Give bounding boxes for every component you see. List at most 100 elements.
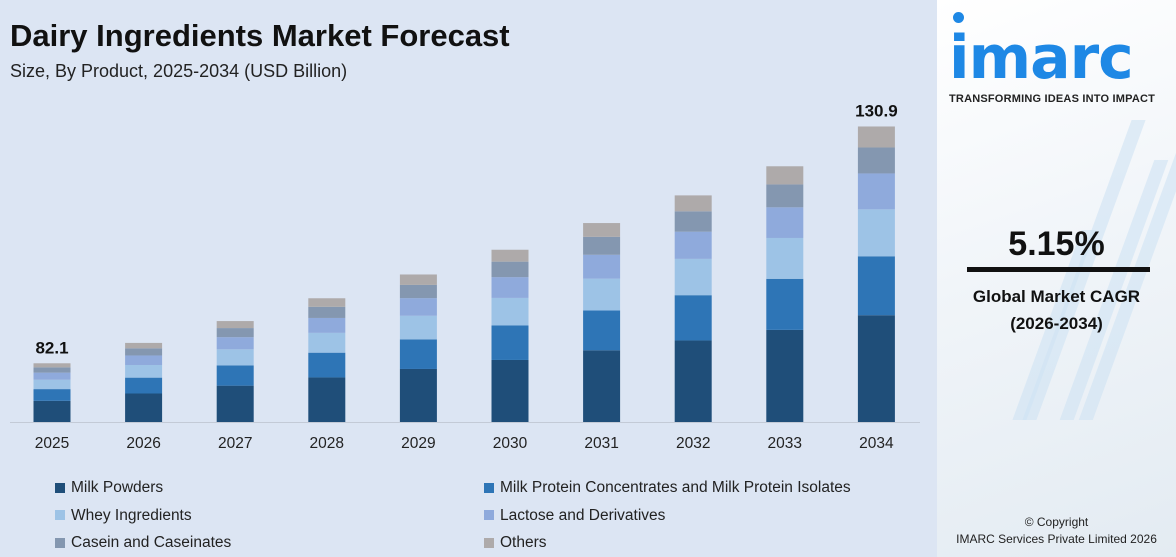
legend-label: Milk Protein Concentrates and Milk Prote… [500,479,851,496]
bar-segment-2028 [308,377,346,422]
copyright-text: © Copyright [1024,515,1089,529]
bar-segment-2032 [674,195,712,212]
cagr-value: 5.15% [1008,225,1105,263]
bar-segment-2026 [125,393,163,422]
logo-tagline: TRANSFORMING IDEAS INTO IMPACT [949,93,1156,105]
x-tick-label: 2029 [401,435,435,452]
legend-swatch [484,510,494,520]
bar-segment-2026 [125,364,163,378]
legend-swatch [55,510,65,520]
bar-segment-2031 [583,310,621,351]
legend-label: Casein and Caseinates [71,534,232,551]
legend-item: Milk Powders [55,478,163,497]
bar-segment-2027 [216,321,254,329]
bar-segment-2034 [857,315,895,422]
sidebar: imarc TRANSFORMING IDEAS INTO IMPACT 5.1… [937,0,1176,557]
bar-segment-2030 [491,261,529,278]
bar-segment-2026 [125,348,163,356]
bar-segment-2033 [766,184,804,208]
x-tick-label: 2034 [859,435,894,452]
legend-swatch [484,537,494,548]
bar-segment-2029 [399,274,437,285]
legend-item: Lactose and Derivatives [484,506,665,525]
bar-segment-2033 [766,166,804,185]
chart-panel: Dairy Ingredients Market Forecast Size, … [10,18,920,552]
bar-segment-2032 [674,258,712,296]
bar-segment-2025 [33,363,71,368]
legend-swatch [484,482,494,493]
bar-segment-2028 [308,317,346,333]
chart-title: Dairy Ingredients Market Forecast [10,18,510,53]
x-tick-label: 2033 [768,435,802,452]
copyright: © Copyright IMARC Services Private Limit… [937,514,1176,548]
bar-segment-2025 [33,400,71,422]
x-tick-label: 2030 [493,435,528,452]
bar-segment-2028 [308,352,346,378]
x-tick-label: 2026 [126,435,160,452]
bar-segment-2034 [857,209,895,257]
legend-label: Milk Powders [71,479,164,496]
bar-segment-2028 [308,306,346,318]
bar-segment-2026 [125,342,163,349]
legend-item: Whey Ingredients [55,506,192,525]
bar-segment-2027 [216,328,254,338]
bar-segment-2031 [583,254,621,279]
x-tick-label: 2032 [676,435,710,452]
x-tick-label: 2031 [584,435,618,452]
bar-segment-2025 [33,379,71,390]
bar-segment-2032 [674,340,712,422]
bar-segment-2025 [33,389,71,401]
bar-segment-2032 [674,211,712,232]
logo-dot [953,12,964,23]
bar-segment-2025 [33,367,71,373]
legend-label: Others [500,534,547,551]
x-tick-label: 2027 [218,435,252,452]
bar-segment-2034 [857,147,895,174]
legend-swatch [55,537,65,548]
bar-segment-2028 [308,332,346,353]
bar-segment-2027 [216,385,254,422]
bar-segment-2031 [583,223,621,237]
data-label: 130.9 [855,101,898,120]
legend-label: Lactose and Derivatives [500,506,666,524]
bar-segment-2033 [766,237,804,279]
bar-segment-2029 [399,368,437,422]
legend-label: Whey Ingredients [71,506,192,524]
legend-item: Milk Protein Concentrates and Milk Prote… [484,478,851,497]
legend-item: Casein and Caseinates [55,533,231,552]
bar-segment-2029 [399,315,437,340]
company-name: IMARC Services Private Limited 2026 [956,532,1157,546]
cagr-label-text: Global Market CAGR [972,287,1141,306]
bar-segment-2033 [766,278,804,330]
bar-segment-2033 [766,329,804,422]
bar-segment-2026 [125,355,163,365]
bar-segment-2027 [216,337,254,350]
bar-segment-2027 [216,365,254,386]
bar-segment-2031 [583,350,621,422]
bar-segment-2030 [491,277,529,298]
x-tick-label: 2025 [35,435,69,452]
bar-segment-2027 [216,349,254,366]
bar-segment-2032 [674,231,712,259]
bar-segment-2034 [857,173,895,210]
bar-segment-2034 [857,126,895,148]
chart-subtitle: Size, By Product, 2025-2034 (USD Billion… [10,61,348,81]
bar-segment-2031 [583,236,621,255]
x-tick-label: 2028 [310,435,344,452]
bar-segment-2031 [583,278,621,311]
bar-segment-2033 [766,207,804,238]
bar-segment-2030 [491,249,529,262]
bar-segment-2029 [399,284,437,299]
bar-segment-2030 [491,325,529,360]
bar-segment-2034 [857,256,895,316]
legend-item: Others [484,533,547,552]
bar-segment-2030 [491,359,529,422]
cagr-period: (2026-2034) [1010,314,1103,333]
bar-segment-2030 [491,297,529,326]
stacked-bar-chart: 2025 82.1 2026 2027 2028 2029 2030 2031 2032 2033… [10,101,920,452]
imarc-logo: imarc [949,23,1134,93]
legend-swatch [55,482,65,493]
bar-segment-2029 [399,298,437,316]
bar-segment-2026 [125,377,163,394]
divider [967,267,1150,272]
